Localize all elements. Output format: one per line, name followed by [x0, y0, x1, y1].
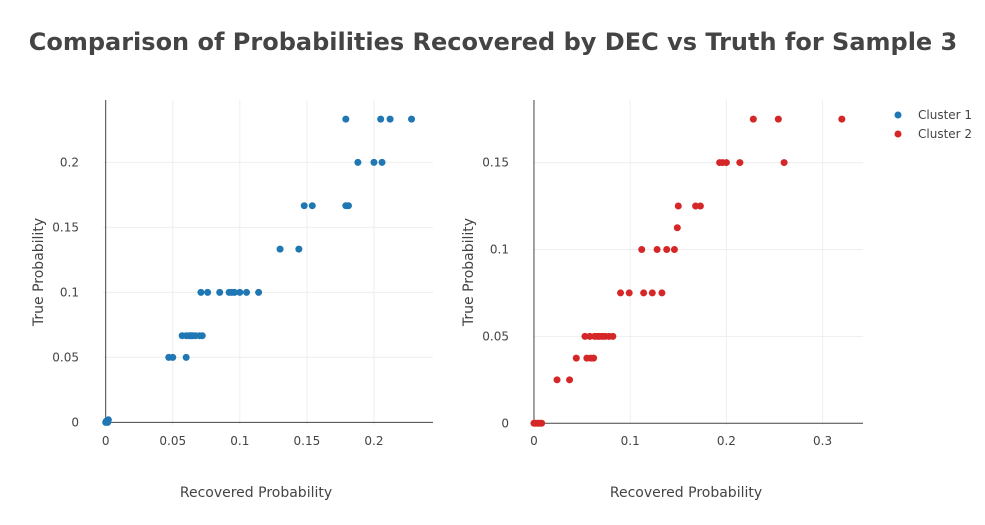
data-point[interactable]: [104, 418, 112, 426]
legend-item-cluster-2[interactable]: Cluster 2: [894, 127, 973, 141]
axes: [103, 100, 433, 425]
x-axis-label: Recovered Probability: [610, 485, 762, 501]
data-point[interactable]: [572, 354, 580, 362]
x-tick-labels: 0 0.05 0.1 0.15 0.2: [102, 434, 384, 448]
data-point[interactable]: [566, 376, 574, 384]
legend-label-cluster-1: Cluster 1: [918, 108, 972, 122]
data-point[interactable]: [640, 289, 648, 297]
data-point[interactable]: [370, 158, 378, 166]
data-point[interactable]: [230, 288, 238, 296]
x-tick-label: 0: [530, 434, 538, 448]
data-point[interactable]: [344, 202, 352, 210]
data-point[interactable]: [169, 353, 177, 361]
data-point[interactable]: [780, 159, 788, 167]
data-point[interactable]: [197, 288, 205, 296]
y-tick-label: 0.1: [490, 242, 509, 256]
data-point[interactable]: [308, 202, 316, 210]
x-tick-label: 0.1: [230, 434, 249, 448]
data-point[interactable]: [182, 353, 190, 361]
y-tick-label: 0.2: [60, 155, 79, 169]
data-point[interactable]: [204, 288, 212, 296]
legend: Cluster 1 Cluster 2: [894, 108, 973, 141]
data-point[interactable]: [408, 115, 416, 123]
y-axis-label: True Probability: [31, 218, 47, 327]
data-point[interactable]: [354, 158, 362, 166]
data-point[interactable]: [243, 288, 251, 296]
data-point[interactable]: [586, 332, 594, 340]
y-tick-label: 0.15: [482, 156, 509, 170]
data-point[interactable]: [581, 332, 589, 340]
data-point[interactable]: [749, 115, 757, 123]
y-tick-label: 0.15: [52, 220, 79, 234]
legend-item-cluster-1[interactable]: Cluster 1: [894, 108, 973, 122]
data-point[interactable]: [198, 332, 206, 340]
data-point[interactable]: [658, 289, 666, 297]
y-tick-labels: 0 0.05 0.1 0.15: [482, 156, 509, 431]
chart-title: Comparison of Probabilities Recovered by…: [29, 28, 958, 56]
x-axis-label: Recovered Probability: [180, 485, 332, 501]
data-point[interactable]: [736, 159, 744, 167]
legend-marker-cluster-1: [894, 111, 902, 119]
x-tick-label: 0.05: [159, 434, 186, 448]
subplot-cluster-1: 0 0.05 0.1 0.15 0.2 0 0.05 0.1 0.15 0.2 Recovere…: [31, 100, 433, 501]
data-point[interactable]: [670, 245, 678, 253]
y-tick-label: 0.1: [60, 285, 79, 299]
data-point[interactable]: [538, 419, 546, 427]
legend-marker-cluster-2: [894, 130, 902, 138]
x-tick-labels: 0 0.1 0.2 0.3: [530, 434, 832, 448]
gridlines: [103, 100, 433, 425]
data-point[interactable]: [342, 115, 350, 123]
x-tick-label: 0: [102, 434, 110, 448]
data-point[interactable]: [692, 202, 700, 210]
x-tick-label: 0.2: [717, 434, 736, 448]
y-tick-label: 0.05: [52, 350, 79, 364]
data-point[interactable]: [295, 245, 303, 253]
y-tick-label: 0: [71, 415, 79, 429]
x-tick-label: 0.2: [364, 434, 383, 448]
data-point[interactable]: [663, 245, 671, 253]
data-point[interactable]: [300, 202, 308, 210]
data-point[interactable]: [386, 115, 394, 123]
axes: [533, 100, 863, 425]
data-point[interactable]: [377, 115, 385, 123]
data-point[interactable]: [674, 202, 682, 210]
data-points: [530, 115, 846, 427]
data-point[interactable]: [617, 289, 625, 297]
y-tick-label: 0: [501, 416, 509, 430]
data-point[interactable]: [838, 115, 846, 123]
data-point[interactable]: [236, 288, 244, 296]
data-point[interactable]: [590, 354, 598, 362]
data-point[interactable]: [648, 289, 656, 297]
x-tick-label: 0.1: [621, 434, 640, 448]
data-point[interactable]: [774, 115, 782, 123]
data-point[interactable]: [276, 245, 284, 253]
y-tick-label: 0.05: [482, 329, 509, 343]
data-point[interactable]: [638, 245, 646, 253]
data-point[interactable]: [696, 202, 704, 210]
data-points: [102, 115, 416, 426]
subplot-cluster-2: 0 0.1 0.2 0.3 0 0.05 0.1 0.15 Recovered Probab…: [461, 100, 863, 501]
x-tick-label: 0.15: [294, 434, 321, 448]
data-point[interactable]: [553, 376, 561, 384]
data-point[interactable]: [653, 245, 661, 253]
data-point[interactable]: [255, 288, 263, 296]
x-tick-label: 0.3: [813, 434, 832, 448]
data-point[interactable]: [216, 288, 224, 296]
y-axis-label: True Probability: [461, 218, 477, 327]
data-point[interactable]: [609, 332, 617, 340]
y-tick-labels: 0 0.05 0.1 0.15 0.2: [52, 155, 79, 429]
data-point[interactable]: [625, 289, 633, 297]
data-point[interactable]: [722, 159, 730, 167]
data-point[interactable]: [673, 224, 681, 232]
legend-label-cluster-2: Cluster 2: [918, 127, 972, 141]
data-point[interactable]: [378, 158, 386, 166]
